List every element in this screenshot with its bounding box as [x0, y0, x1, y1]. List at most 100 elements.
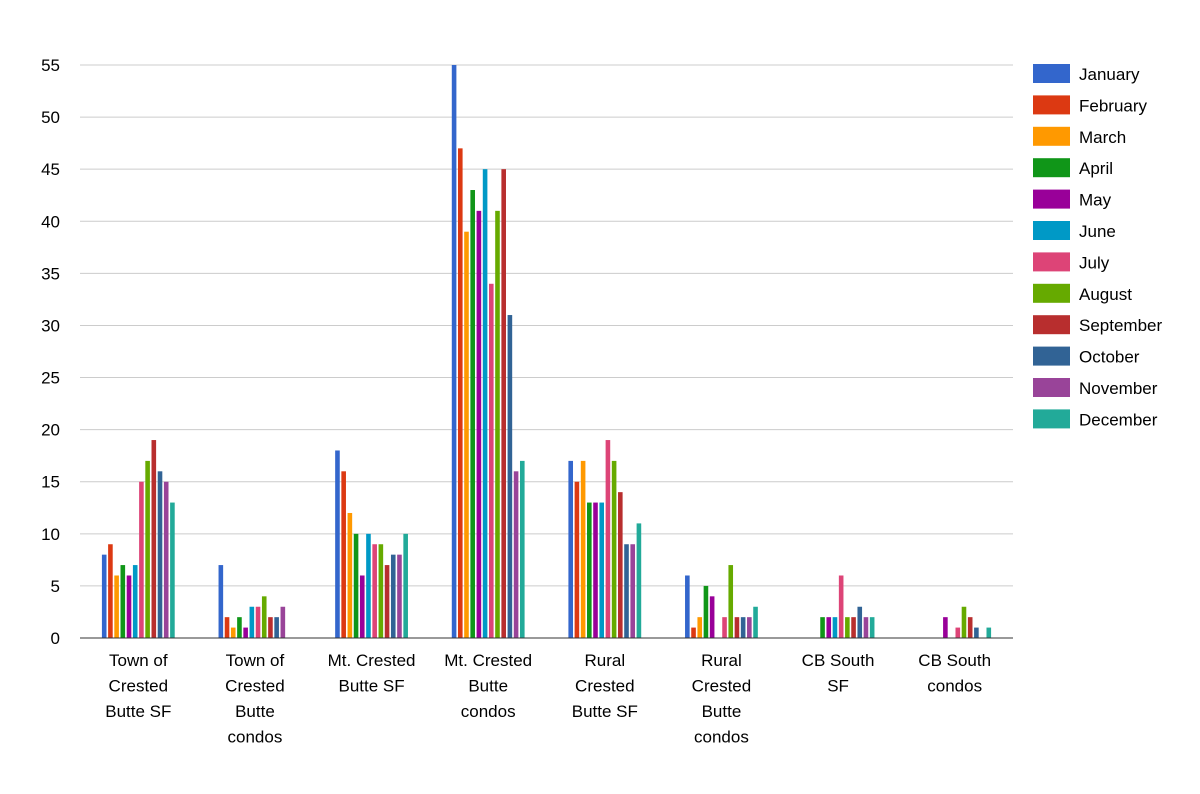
bar: [451, 65, 457, 638]
legend-swatch: [1033, 378, 1070, 397]
legend-label: August: [1079, 285, 1132, 304]
legend-swatch: [1033, 95, 1070, 115]
bar: [851, 617, 856, 638]
legend-label: March: [1079, 128, 1126, 147]
legend-swatch: [1033, 158, 1070, 178]
x-category-label: CB South condos: [918, 651, 991, 696]
bar: [390, 554, 396, 638]
bar: [353, 533, 359, 638]
bar: [703, 585, 709, 638]
legend-swatch: [1033, 126, 1070, 146]
bar: [243, 627, 248, 638]
bar: [274, 617, 279, 638]
bar: [397, 554, 402, 638]
bar: [955, 627, 961, 638]
bar: [974, 627, 979, 638]
bar: [722, 617, 727, 638]
bar: [820, 617, 825, 638]
bar: [470, 190, 475, 638]
bar: [636, 523, 642, 638]
category-labels: Town of Crested Butte SF Town of Crested Butt…: [105, 651, 991, 747]
bar: [501, 169, 506, 638]
bar: [464, 231, 469, 638]
bar: [826, 617, 832, 638]
bar: [580, 460, 586, 638]
x-category-label: Town of Crested Butte SF: [105, 651, 171, 721]
legend-label: February: [1079, 96, 1148, 115]
bar: [961, 606, 967, 638]
bar: [605, 440, 611, 638]
bar: [507, 315, 513, 638]
y-axis-ticks: 0 5 10 15 20 25 30 35 40 45 50 55: [41, 56, 60, 648]
bar: [403, 533, 408, 638]
bar: [101, 554, 107, 638]
legend-label: September: [1079, 316, 1162, 335]
legend: January February March April May June July Augu…: [1033, 64, 1162, 429]
bar: [378, 544, 384, 638]
bar: [114, 575, 119, 638]
bar: [753, 606, 758, 638]
x-category-label: Mt. Crested Butte condos: [444, 651, 532, 721]
legend-label: April: [1079, 159, 1113, 178]
legend-label: May: [1079, 191, 1112, 210]
bar: [482, 169, 488, 638]
bar: [568, 460, 574, 638]
bar: [734, 617, 740, 638]
bar: [249, 606, 255, 638]
y-tick-label: 40: [41, 212, 60, 231]
bar: [697, 617, 703, 638]
bar: [747, 617, 752, 638]
legend-label: July: [1079, 253, 1110, 272]
bar: [139, 481, 144, 638]
x-category-label: Town of Crested Butte condos: [225, 651, 285, 747]
bar: [513, 471, 519, 638]
bar: [335, 450, 340, 638]
legend-swatch: [1033, 252, 1070, 272]
y-tick-label: 0: [51, 629, 60, 648]
bar: [218, 565, 224, 638]
bar: [593, 502, 598, 638]
bar: [611, 460, 617, 638]
bar: [857, 606, 863, 638]
y-tick-label: 15: [41, 473, 60, 492]
bar: [280, 606, 286, 638]
y-tick-label: 10: [41, 525, 60, 544]
bar: [574, 481, 580, 638]
bar: [108, 544, 113, 638]
bar: [519, 460, 525, 638]
bar: [599, 502, 605, 638]
legend-label: December: [1079, 410, 1158, 429]
legend-label: October: [1079, 348, 1140, 367]
bar: [268, 617, 273, 638]
bar: [151, 440, 157, 638]
bar: [366, 533, 371, 638]
bar: [347, 512, 353, 638]
bar: [838, 575, 844, 638]
bar: [624, 544, 629, 638]
y-tick-label: 50: [41, 108, 60, 127]
y-tick-label: 35: [41, 264, 60, 283]
legend-swatch: [1033, 221, 1070, 240]
legend-swatch: [1033, 315, 1070, 335]
legend-label: June: [1079, 222, 1116, 241]
bar: [967, 617, 973, 638]
legend-label: November: [1079, 379, 1158, 398]
y-tick-label: 30: [41, 316, 60, 335]
legend-swatch: [1033, 409, 1070, 429]
bar: [618, 492, 623, 638]
bar: [230, 627, 236, 638]
gridlines: [80, 64, 1013, 587]
bar: [255, 606, 261, 638]
y-tick-label: 5: [51, 577, 60, 596]
x-category-label: Mt. Crested Butte SF: [328, 651, 416, 696]
bar: [709, 596, 715, 638]
x-category-label: CB South SF: [802, 651, 875, 696]
y-tick-label: 55: [41, 56, 60, 75]
bar: [126, 575, 132, 638]
bar: [863, 617, 869, 638]
bar: [495, 210, 500, 638]
bar: [845, 617, 850, 638]
bar: [163, 481, 169, 638]
bars: [101, 65, 992, 638]
